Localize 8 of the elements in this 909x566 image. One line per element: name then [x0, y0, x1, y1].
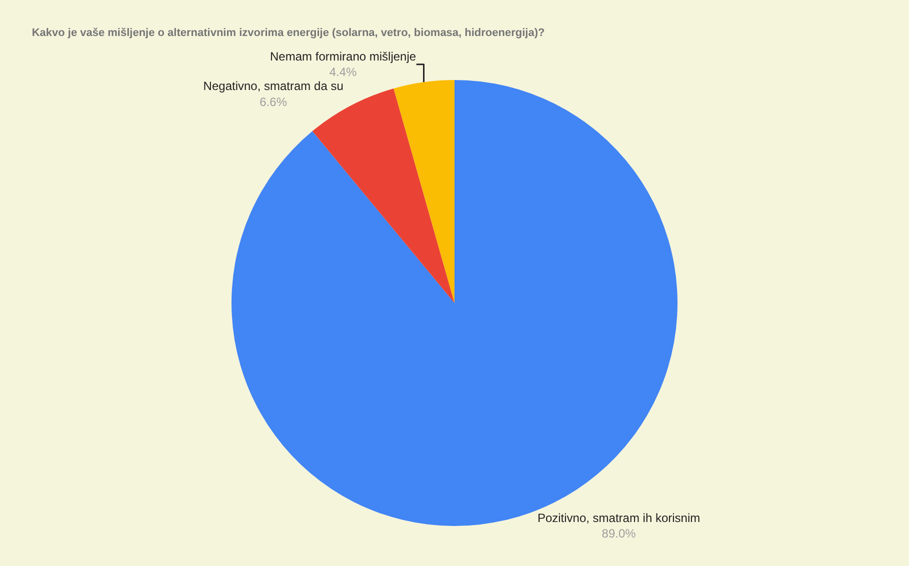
- slice-label: Pozitivno, smatram ih korisnim: [537, 511, 700, 526]
- chart-title: Kakvo je vaše mišljenje o alternativnim izvorima energije (solarna, vetro, biomasa, hidroenergija)?: [32, 27, 545, 39]
- data-label: 4.4%: [329, 65, 358, 80]
- slice-label: Negativno, smatram da su: [203, 79, 344, 94]
- pie-slice: [394, 80, 454, 303]
- data-label: 6.6%: [260, 94, 288, 109]
- data-label: 89.0%: [602, 526, 636, 541]
- slice-label: Nemam formirano mišljenje: [270, 50, 416, 64]
